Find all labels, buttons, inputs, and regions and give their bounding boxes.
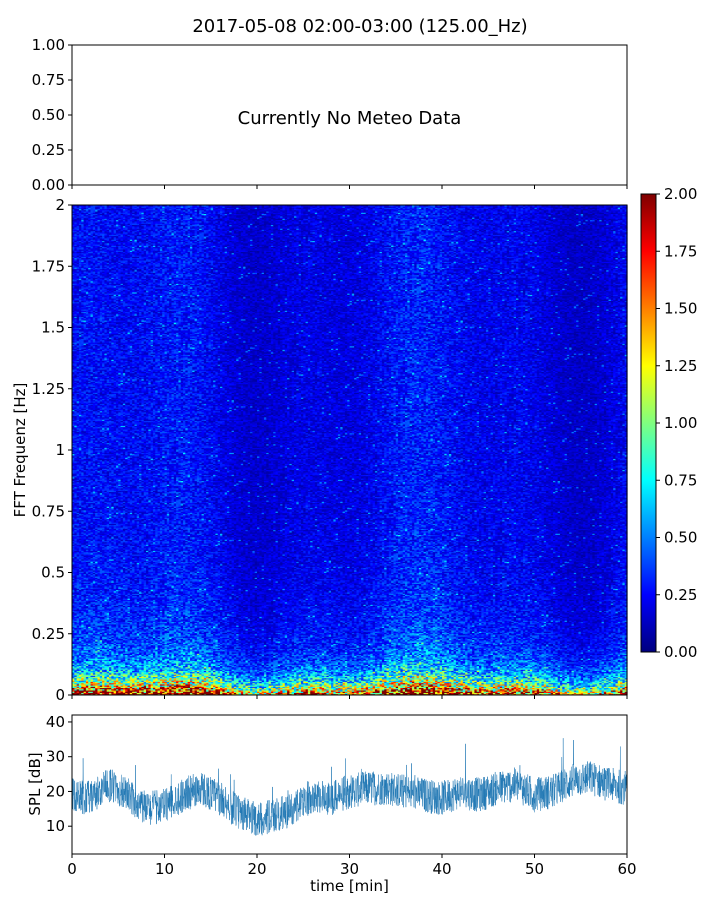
meteo-y-tick-label: 1.00: [32, 36, 65, 54]
figure-title: 2017-05-08 02:00-03:00 (125.00_Hz): [192, 16, 527, 37]
meteo-y-tick-label: 0.00: [32, 176, 65, 194]
meteo-y-axis: 0.00 0.25 0.50 0.75 1.00: [32, 36, 72, 194]
meteo-y-tick-label: 0.25: [32, 141, 65, 159]
meteo-x-axis: [72, 185, 627, 189]
meteo-panel: Currently No Meteo Data 0.00 0.25 0.50 0.75…: [32, 36, 627, 194]
spectrogram-heatmap: [72, 205, 628, 695]
meteo-no-data-annotation: Currently No Meteo Data: [238, 108, 462, 129]
meteo-y-tick-label: 0.75: [32, 71, 65, 89]
meteo-y-tick-label: 0.50: [32, 106, 65, 124]
